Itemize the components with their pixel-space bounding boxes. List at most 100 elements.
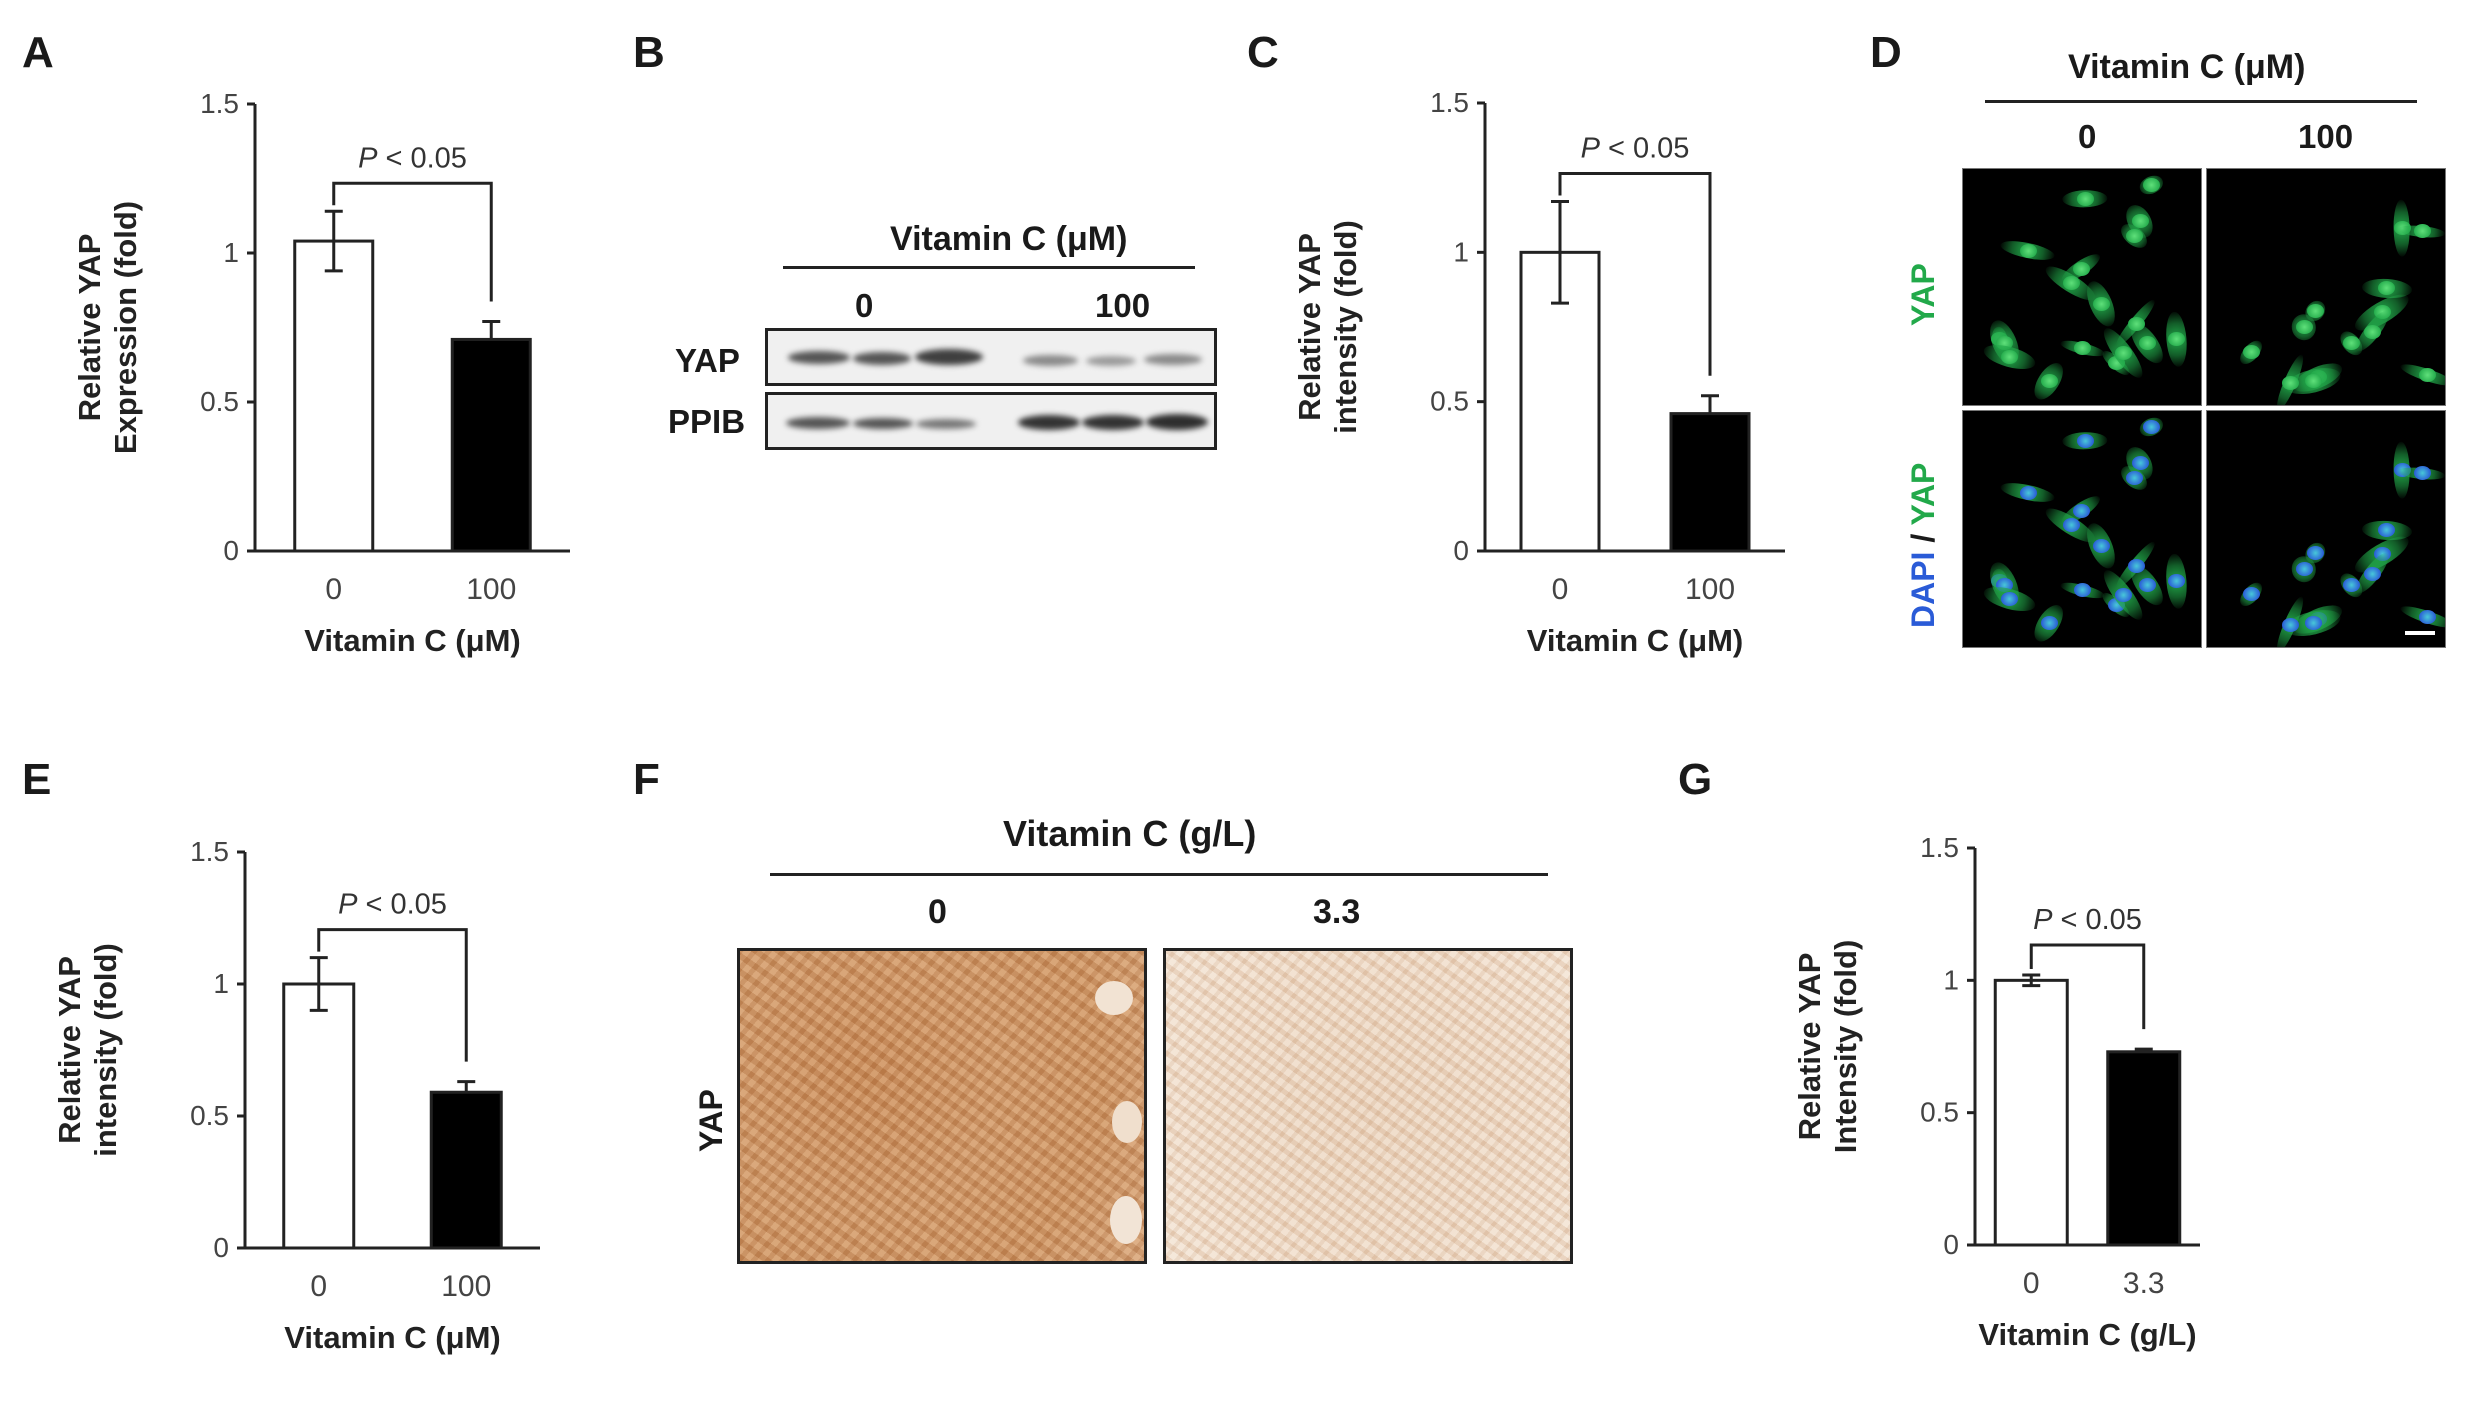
nucleus-yap — [2092, 296, 2110, 311]
blot-strip-yap — [765, 328, 1217, 386]
panel-letter-e: E — [22, 755, 52, 804]
y-tick-label: 1.5 — [1430, 87, 1469, 118]
nucleus-dapi — [2243, 587, 2261, 602]
p-symbol: P — [358, 142, 378, 174]
bar — [282, 982, 356, 1250]
nucleus-dapi — [2364, 566, 2382, 581]
y-tick-label: 0 — [1453, 535, 1469, 566]
ihc-texture — [1166, 951, 1570, 1261]
y-tick-label: 0.5 — [1920, 1097, 1959, 1128]
ihc-row-label-yap: YAP — [693, 1089, 729, 1152]
y-tick-label: 1 — [223, 237, 239, 268]
bar — [1669, 412, 1751, 553]
significance-bracket — [332, 181, 493, 302]
band — [786, 417, 850, 429]
y-tick-label: 0 — [213, 1232, 229, 1263]
ihc-texture — [740, 951, 1144, 1261]
y-tick-label: 1 — [1453, 236, 1469, 267]
y-axis-title-line2: intensity (fold) — [88, 943, 123, 1157]
band — [1086, 356, 1136, 366]
nucleus-yap — [2019, 244, 2037, 258]
nucleus-yap — [2168, 331, 2186, 346]
x-axis-title: Vitamin C (μM) — [1527, 623, 1743, 658]
panel-letter-c: C — [1247, 28, 1279, 77]
p-symbol: P — [1581, 133, 1601, 165]
scale-bar — [2405, 631, 2435, 635]
if-dose-0: 0 — [2078, 118, 2097, 155]
ihc-header-title: Vitamin C (g/L) — [1003, 813, 1257, 854]
if-image-merge-100 — [2206, 410, 2446, 648]
x-tick-label: 0 — [325, 573, 342, 606]
nucleus-dapi — [2281, 617, 2299, 632]
nucleus-dapi — [2304, 616, 2322, 631]
if-image-merge-0 — [1962, 410, 2202, 648]
bar — [429, 1090, 503, 1250]
bar-chart-e: 0 0.5 1 1.5 0 100 P < 0.05 Vitamin C (μM) Relati… — [52, 836, 540, 1355]
y-axis-title: Relative YAP Expression (fold) — [72, 201, 143, 454]
label-separator: / — [1905, 525, 1941, 552]
bar — [293, 239, 375, 553]
y-axis-title-line2: Expression (fold) — [108, 201, 143, 454]
nucleus-dapi — [2126, 470, 2144, 485]
y-tick-label: 1.5 — [1920, 832, 1959, 863]
dapi-label: DAPI — [1905, 551, 1941, 628]
nucleus-dapi — [2295, 561, 2313, 576]
y-axis-title: Relative YAP intensity (fold) — [1292, 220, 1363, 434]
significance-label: P < 0.05 — [1581, 133, 1690, 165]
significance-bracket — [1558, 172, 1712, 376]
nucleus-yap — [2063, 275, 2081, 290]
significance-bracket — [317, 928, 468, 1062]
y-tick-label: 0.5 — [1430, 386, 1469, 417]
nucleus-dapi — [2040, 616, 2058, 631]
band — [788, 351, 850, 364]
nucleus-dapi — [2307, 545, 2325, 560]
nucleus-yap — [2295, 319, 2313, 334]
ihc-dose-3-3: 3.3 — [1313, 893, 1361, 931]
nucleus-yap — [2072, 261, 2090, 276]
significance-label: P < 0.05 — [338, 889, 447, 921]
nucleus-yap — [2364, 324, 2382, 339]
y-axis-title-line2: Intensity (fold) — [1828, 940, 1863, 1154]
if-image-yap-100 — [2206, 168, 2446, 406]
nucleus-dapi — [2076, 433, 2094, 448]
ihc-vessel — [1112, 1101, 1142, 1143]
y-tick-label: 1 — [213, 968, 229, 999]
band — [1144, 354, 1202, 365]
nucleus-yap — [2243, 345, 2261, 360]
blot-strip-ppib — [765, 392, 1217, 450]
bar-chart-a: 0 0.5 1 1.5 0 100 P < 0.05 Vitamin C (μM) Relati… — [72, 88, 570, 658]
blot-row-label-ppib: PPIB — [668, 403, 746, 440]
bar — [450, 337, 532, 553]
nucleus-yap — [2378, 281, 2396, 296]
y-tick-label: 0 — [223, 535, 239, 566]
nucleus-yap — [2127, 316, 2145, 331]
p-value: < 0.05 — [377, 142, 467, 174]
x-tick-label: 0 — [2023, 1267, 2040, 1300]
nucleus-yap — [2126, 228, 2144, 243]
x-axis-title: Vitamin C (μM) — [284, 1320, 500, 1355]
nucleus-yap — [2132, 213, 2150, 228]
p-value: < 0.05 — [357, 889, 447, 921]
y-axis-title-line1: Relative YAP — [72, 234, 107, 422]
nucleus-dapi — [2378, 523, 2396, 538]
band — [1018, 415, 1080, 430]
nucleus-dapi — [2168, 573, 2186, 588]
nucleus-dapi — [2343, 578, 2361, 593]
significance-bracket — [2029, 943, 2146, 1030]
nucleus-dapi — [2127, 558, 2145, 573]
ihc-image-3-3 — [1163, 948, 1573, 1264]
band — [1146, 414, 1208, 430]
significance-label: P < 0.05 — [358, 142, 467, 174]
bar — [1993, 978, 2069, 1247]
x-tick-label: 100 — [441, 1270, 491, 1303]
band — [1023, 355, 1078, 366]
band — [853, 418, 913, 429]
x-tick-label: 0 — [310, 1270, 327, 1303]
nucleus-yap — [2040, 374, 2058, 389]
panel-letter-g: G — [1678, 755, 1713, 804]
bar — [2106, 1050, 2182, 1247]
nucleus-dapi — [2419, 609, 2437, 624]
nucleus-dapi — [2001, 592, 2019, 607]
nucleus-yap — [2074, 341, 2092, 356]
nucleus-yap — [2343, 336, 2361, 351]
